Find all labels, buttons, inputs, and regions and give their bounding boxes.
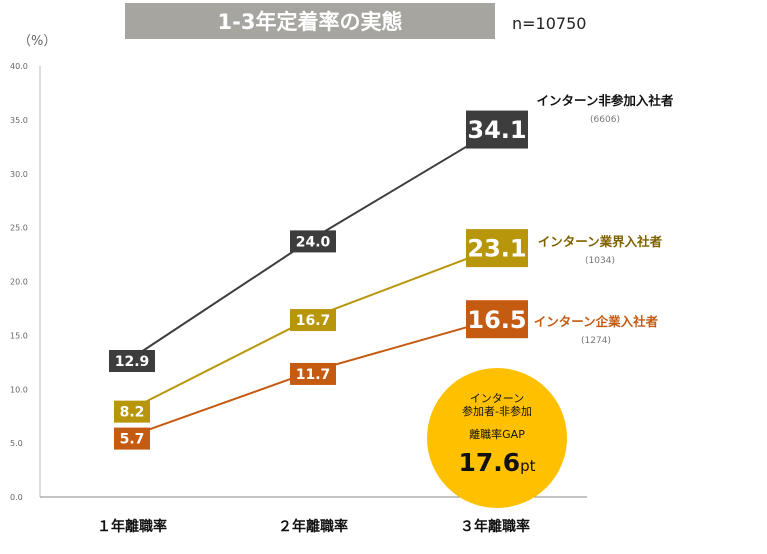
gap-line1: インターン [469,392,525,405]
gap-line3: 離職率GAP [469,428,525,441]
data-label-box [290,309,336,332]
data-label: 11.7 [296,367,331,383]
legend-label: インターン企業入社者 [533,314,659,329]
y-tick-label: 5.0 [10,439,23,448]
legend-industry: インターン業界入社者 (1034) [525,231,675,266]
data-label-box [114,427,150,450]
y-tick-label: 35.0 [10,116,28,125]
y-axis-unit: （%） [18,34,57,49]
data-label-box [466,229,528,268]
legend-count: (1034) [585,256,615,266]
legend-count: (6606) [590,115,620,125]
chart-title: 1-3年定着率の実態 [125,3,495,39]
legend-label: インターン業界入社者 [537,234,663,249]
data-label: 5.7 [120,432,145,448]
y-tick-label: 10.0 [10,385,28,394]
y-tick-label: 40.0 [10,62,28,71]
data-label: 16.5 [467,306,526,334]
data-label-box [290,230,336,253]
gap-annotation: インターン 参加者-非参加 離職率GAP 17.6pt [427,368,567,508]
data-label-box [466,300,528,339]
y-tick-label: 25.0 [10,224,28,233]
y-tick-label: 30.0 [10,170,28,179]
x-tick-label: １年離職率 [97,518,167,535]
data-label-box [290,362,336,385]
x-tick-label: ２年離職率 [278,518,348,535]
legend-label: インターン非参加入社者 [536,93,674,108]
gap-value: 17.6 [458,448,521,477]
x-tick-label: ３年離職率 [460,518,530,535]
legend-count: (1274) [581,336,611,346]
y-tick-label: 0.0 [10,493,23,502]
y-tick-label: 20.0 [10,278,28,287]
data-label: 23.1 [467,235,526,263]
y-tick-label: 15.0 [10,331,28,340]
data-label-box [466,110,528,149]
sample-size: n=10750 [512,14,587,33]
legend-non-participant: インターン非参加入社者 (6606) [520,90,690,125]
gap-unit: pt [520,457,536,475]
data-label-box [114,400,150,423]
data-label: 24.0 [296,234,331,250]
data-label-box [109,350,155,373]
data-label: 8.2 [120,405,145,421]
data-label: 16.7 [296,313,331,329]
legend-company: インターン企業入社者 (1274) [526,311,666,346]
data-label: 12.9 [115,354,150,370]
gap-line2: 参加者-非参加 [462,405,532,418]
data-label: 34.1 [467,116,526,144]
